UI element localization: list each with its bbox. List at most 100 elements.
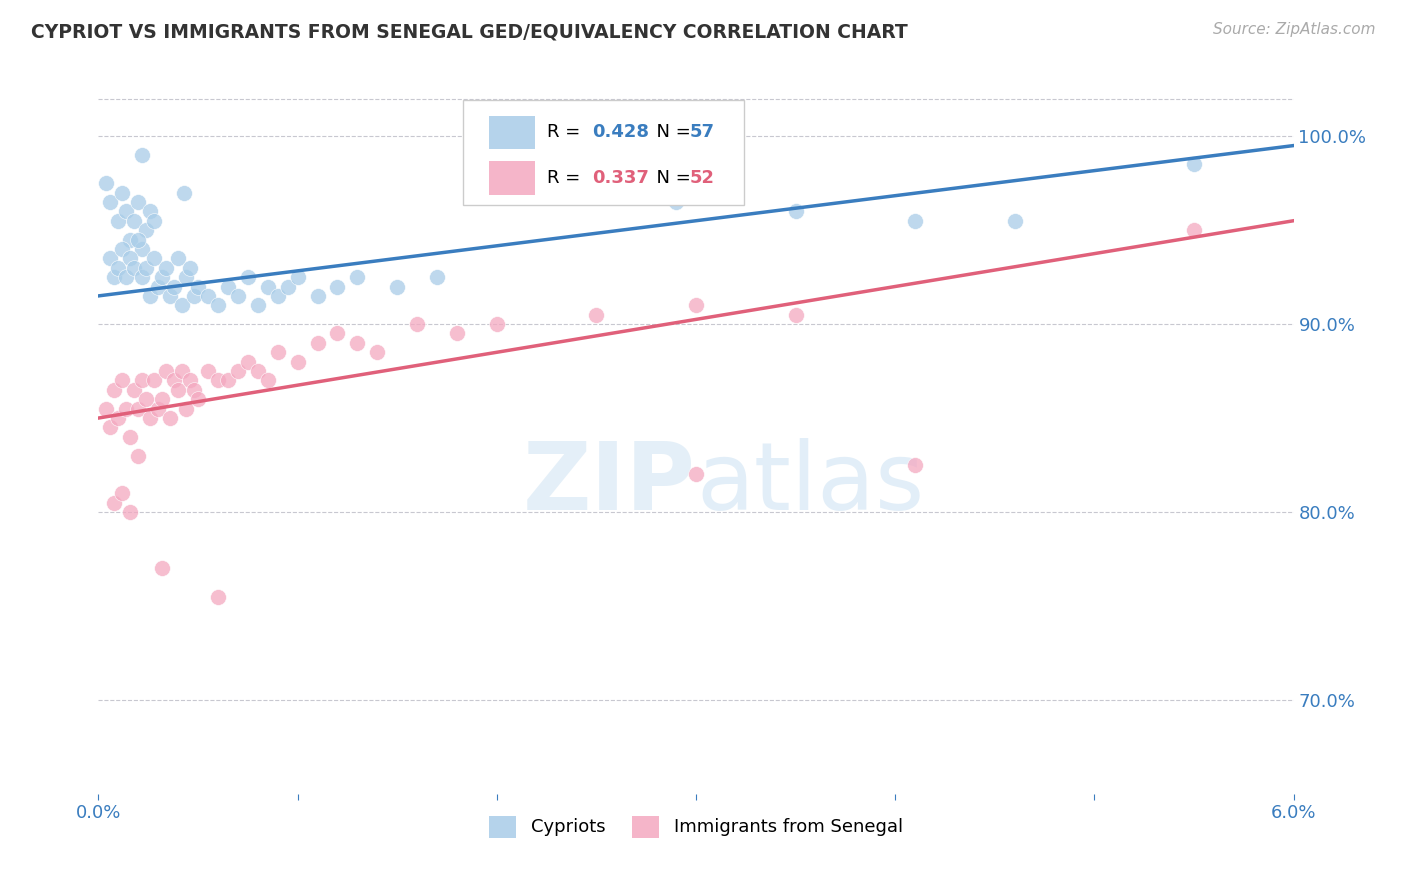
Text: 57: 57	[690, 123, 716, 142]
FancyBboxPatch shape	[489, 161, 534, 195]
Point	[127, 194, 149, 209]
Point	[115, 270, 138, 285]
Point	[150, 270, 173, 285]
Point	[685, 467, 707, 482]
Point	[124, 383, 146, 397]
Point	[159, 411, 181, 425]
Point	[197, 364, 219, 378]
Point	[904, 458, 927, 472]
Text: ZIP: ZIP	[523, 438, 696, 530]
Point	[217, 279, 239, 293]
Point	[236, 354, 259, 368]
Point	[326, 326, 349, 341]
Point	[139, 204, 162, 219]
Point	[406, 317, 429, 331]
Point	[179, 374, 201, 388]
Legend: Cypriots, Immigrants from Senegal: Cypriots, Immigrants from Senegal	[482, 808, 910, 845]
Point	[236, 270, 259, 285]
Point	[150, 561, 173, 575]
Point	[155, 260, 177, 275]
Point	[135, 392, 157, 407]
Point	[107, 411, 129, 425]
Point	[115, 401, 138, 416]
Point	[111, 186, 134, 200]
Point	[107, 260, 129, 275]
Point	[148, 401, 170, 416]
Point	[96, 401, 118, 416]
Point	[346, 335, 368, 350]
Text: Source: ZipAtlas.com: Source: ZipAtlas.com	[1212, 22, 1375, 37]
Point	[226, 289, 249, 303]
Point	[685, 298, 707, 312]
Point	[124, 260, 146, 275]
Text: 52: 52	[690, 169, 716, 187]
Text: atlas: atlas	[696, 438, 924, 530]
Point	[385, 279, 409, 293]
Point	[103, 495, 125, 509]
Point	[139, 289, 162, 303]
Point	[366, 345, 388, 359]
Point	[143, 213, 166, 227]
Point	[135, 260, 157, 275]
FancyBboxPatch shape	[489, 116, 534, 149]
Point	[183, 289, 205, 303]
Point	[174, 401, 197, 416]
Point	[1004, 213, 1026, 227]
Point	[326, 279, 349, 293]
Point	[103, 383, 125, 397]
Point	[174, 270, 197, 285]
Text: R =: R =	[547, 169, 585, 187]
Point	[115, 204, 138, 219]
Point	[98, 194, 122, 209]
Point	[159, 289, 181, 303]
Point	[785, 308, 807, 322]
Point	[150, 392, 173, 407]
Point	[426, 270, 449, 285]
FancyBboxPatch shape	[463, 100, 744, 205]
Point	[127, 233, 149, 247]
Point	[148, 279, 170, 293]
Point	[163, 374, 186, 388]
Point	[120, 252, 142, 266]
Point	[131, 374, 153, 388]
Point	[307, 289, 329, 303]
Point	[111, 486, 134, 500]
Point	[226, 364, 249, 378]
Point	[187, 279, 209, 293]
Point	[111, 374, 134, 388]
Point	[267, 345, 290, 359]
Point	[267, 289, 290, 303]
Point	[96, 176, 118, 190]
Point	[207, 298, 229, 312]
Point	[1182, 157, 1205, 171]
Point	[120, 233, 142, 247]
Point	[163, 279, 186, 293]
Text: 0.428: 0.428	[592, 123, 650, 142]
Point	[98, 252, 122, 266]
Point	[111, 242, 134, 256]
Point	[287, 270, 309, 285]
Point	[785, 204, 807, 219]
Point	[135, 223, 157, 237]
Point	[904, 213, 927, 227]
Point	[120, 505, 142, 519]
Point	[187, 392, 209, 407]
Point	[98, 420, 122, 434]
Point	[172, 298, 194, 312]
Point	[256, 374, 278, 388]
Point	[143, 252, 166, 266]
Point	[124, 213, 146, 227]
Point	[131, 242, 153, 256]
Point	[179, 260, 201, 275]
Point	[183, 383, 205, 397]
Point	[287, 354, 309, 368]
Point	[155, 364, 177, 378]
Point	[131, 270, 153, 285]
Point	[346, 270, 368, 285]
Point	[107, 213, 129, 227]
Text: N =: N =	[644, 169, 696, 187]
Point	[446, 326, 468, 341]
Text: R =: R =	[547, 123, 585, 142]
Point	[131, 148, 153, 162]
Point	[1182, 223, 1205, 237]
